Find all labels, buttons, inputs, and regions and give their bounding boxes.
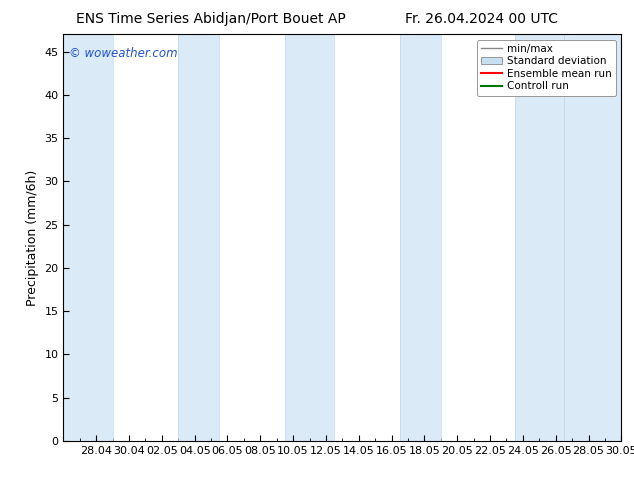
Text: © woweather.com: © woweather.com [69,47,178,59]
Bar [400,34,441,441]
Bar [63,34,113,441]
Text: Fr. 26.04.2024 00 UTC: Fr. 26.04.2024 00 UTC [405,12,558,26]
Y-axis label: Precipitation (mm/6h): Precipitation (mm/6h) [26,170,39,306]
Bar [564,34,621,441]
Bar [515,34,564,441]
Bar [285,34,334,441]
Text: ENS Time Series Abidjan/Port Bouet AP: ENS Time Series Abidjan/Port Bouet AP [76,12,346,26]
Legend: min/max, Standard deviation, Ensemble mean run, Controll run: min/max, Standard deviation, Ensemble me… [477,40,616,96]
Bar [178,34,219,441]
